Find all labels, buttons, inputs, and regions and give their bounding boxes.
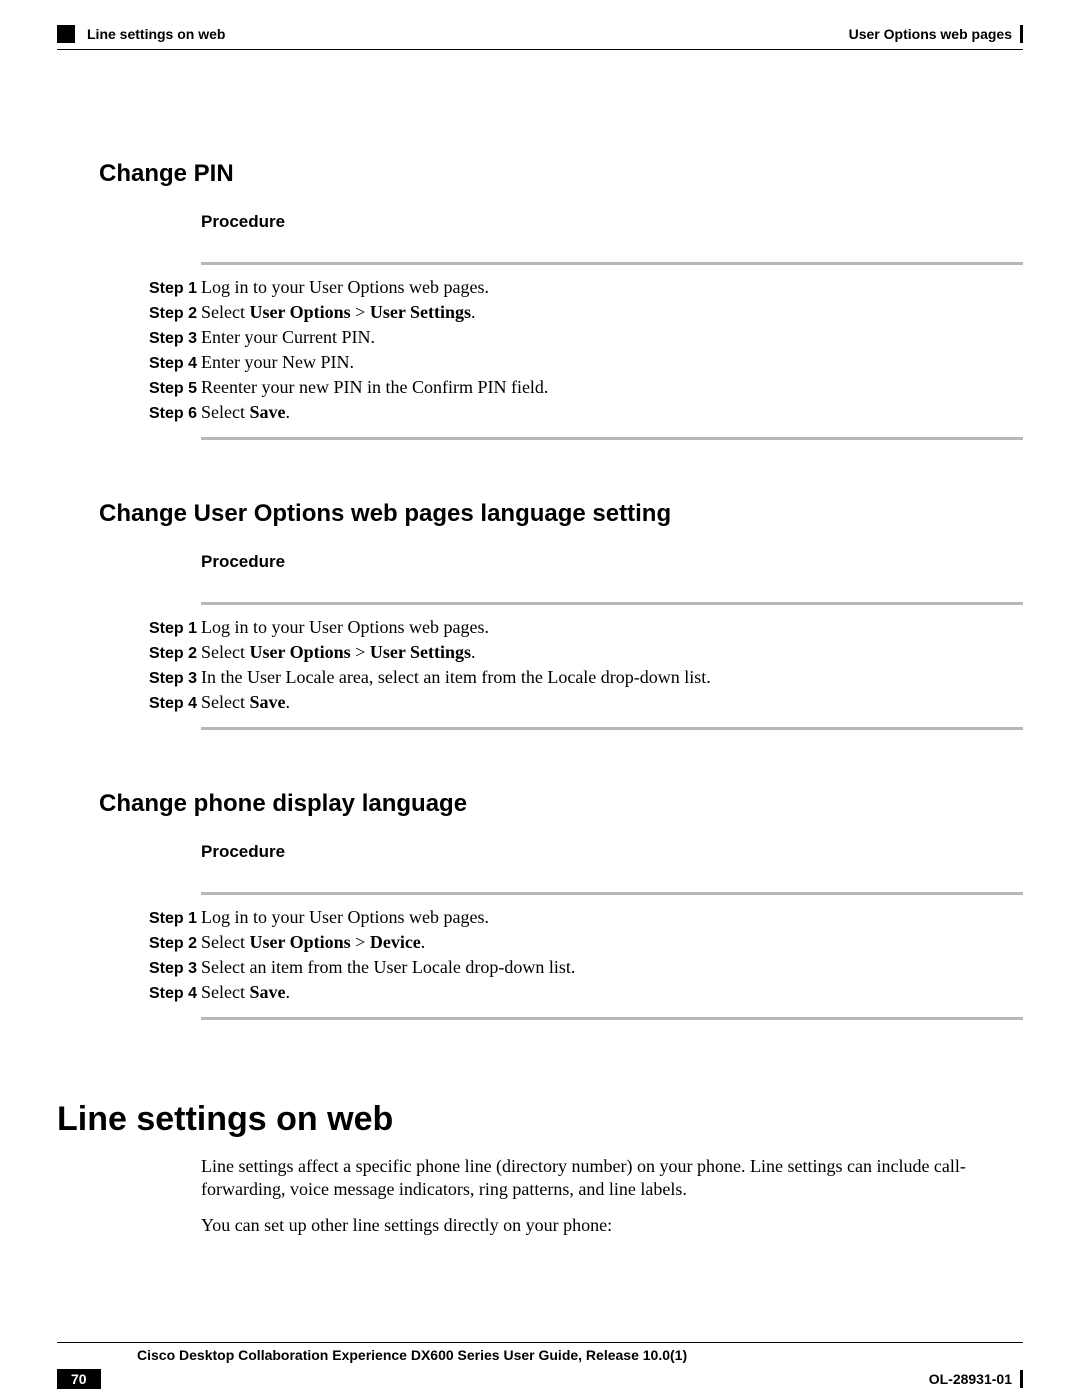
header-right-label: User Options web pages: [849, 26, 1012, 42]
procedure-rule-bottom: [201, 437, 1023, 440]
step-label: Step 5: [149, 375, 201, 400]
procedure-rule-bottom: [201, 727, 1023, 730]
step-row: Step 1Log in to your User Options web pa…: [149, 905, 575, 930]
step-text: Select Save.: [201, 690, 711, 715]
step-label: Step 4: [149, 980, 201, 1005]
step-label: Step 3: [149, 665, 201, 690]
step-row: Step 1Log in to your User Options web pa…: [149, 275, 548, 300]
step-label: Step 3: [149, 325, 201, 350]
section-heading: Change User Options web pages language s…: [99, 500, 1023, 528]
step-text: Select Save.: [201, 980, 575, 1005]
step-text: Enter your New PIN.: [201, 350, 548, 375]
step-row: Step 4Select Save.: [149, 980, 575, 1005]
step-text: Enter your Current PIN.: [201, 325, 548, 350]
step-label: Step 3: [149, 955, 201, 980]
procedure-label: Procedure: [201, 842, 1023, 862]
step-row: Step 2Select User Options > User Setting…: [149, 300, 548, 325]
step-text: Select User Options > User Settings.: [201, 300, 548, 325]
header-left-label: Line settings on web: [87, 26, 225, 42]
step-row: Step 5Reenter your new PIN in the Confir…: [149, 375, 548, 400]
step-text: Log in to your User Options web pages.: [201, 615, 711, 640]
procedure-steps: Step 1Log in to your User Options web pa…: [149, 615, 711, 715]
procedure-steps: Step 1Log in to your User Options web pa…: [149, 905, 575, 1005]
step-row: Step 6Select Save.: [149, 400, 548, 425]
header-marker-icon: [57, 25, 75, 43]
step-label: Step 1: [149, 615, 201, 640]
step-label: Step 1: [149, 275, 201, 300]
step-text: Reenter your new PIN in the Confirm PIN …: [201, 375, 548, 400]
running-header: Line settings on web User Options web pa…: [57, 25, 1023, 49]
procedure-rule-top: [201, 262, 1023, 265]
header-rule: [57, 49, 1023, 50]
procedure-steps: Step 1Log in to your User Options web pa…: [149, 275, 548, 425]
header-bar-icon: [1020, 25, 1023, 43]
step-text: Log in to your User Options web pages.: [201, 275, 548, 300]
footer-bar-icon: [1020, 1370, 1023, 1388]
step-row: Step 1Log in to your User Options web pa…: [149, 615, 711, 640]
procedure-label: Procedure: [201, 552, 1023, 572]
step-text: Select Save.: [201, 400, 548, 425]
step-row: Step 2Select User Options > User Setting…: [149, 640, 711, 665]
footer-doc-title: Cisco Desktop Collaboration Experience D…: [137, 1347, 1023, 1363]
step-text: In the User Locale area, select an item …: [201, 665, 711, 690]
step-text: Select an item from the User Locale drop…: [201, 955, 575, 980]
section-heading: Change phone display language: [99, 790, 1023, 818]
step-label: Step 2: [149, 640, 201, 665]
step-row: Step 4Select Save.: [149, 690, 711, 715]
step-label: Step 6: [149, 400, 201, 425]
page-footer: Cisco Desktop Collaboration Experience D…: [57, 1342, 1023, 1389]
footer-doc-id: OL-28931-01: [929, 1371, 1012, 1387]
footer-rule: [57, 1342, 1023, 1343]
step-text: Select User Options > Device.: [201, 930, 575, 955]
page-number: 70: [57, 1369, 101, 1389]
procedure-rule-top: [201, 602, 1023, 605]
body-paragraph: Line settings affect a specific phone li…: [201, 1155, 1023, 1202]
step-text: Log in to your User Options web pages.: [201, 905, 575, 930]
step-label: Step 1: [149, 905, 201, 930]
step-label: Step 2: [149, 930, 201, 955]
step-row: Step 3In the User Locale area, select an…: [149, 665, 711, 690]
body-paragraph: You can set up other line settings direc…: [201, 1214, 1023, 1237]
step-label: Step 4: [149, 350, 201, 375]
step-label: Step 2: [149, 300, 201, 325]
step-row: Step 2Select User Options > Device.: [149, 930, 575, 955]
step-row: Step 4Enter your New PIN.: [149, 350, 548, 375]
step-label: Step 4: [149, 690, 201, 715]
step-text: Select User Options > User Settings.: [201, 640, 711, 665]
main-heading: Line settings on web: [57, 1100, 1023, 1139]
step-row: Step 3Enter your Current PIN.: [149, 325, 548, 350]
procedure-label: Procedure: [201, 212, 1023, 232]
procedure-rule-top: [201, 892, 1023, 895]
section-heading: Change PIN: [99, 160, 1023, 188]
step-row: Step 3Select an item from the User Local…: [149, 955, 575, 980]
procedure-rule-bottom: [201, 1017, 1023, 1020]
